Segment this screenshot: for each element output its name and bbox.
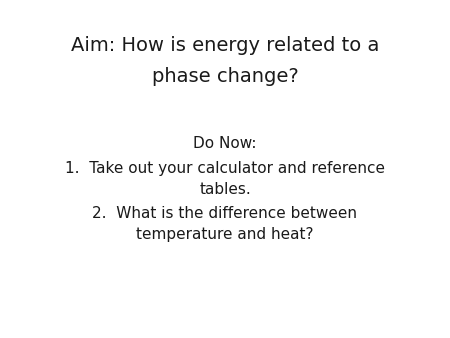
Text: phase change?: phase change? [152, 67, 298, 86]
Text: temperature and heat?: temperature and heat? [136, 227, 314, 242]
Text: Do Now:: Do Now: [193, 136, 257, 151]
Text: tables.: tables. [199, 183, 251, 197]
Text: 2.  What is the difference between: 2. What is the difference between [93, 206, 357, 221]
Text: 1.  Take out your calculator and reference: 1. Take out your calculator and referenc… [65, 162, 385, 176]
Text: Aim: How is energy related to a: Aim: How is energy related to a [71, 36, 379, 55]
